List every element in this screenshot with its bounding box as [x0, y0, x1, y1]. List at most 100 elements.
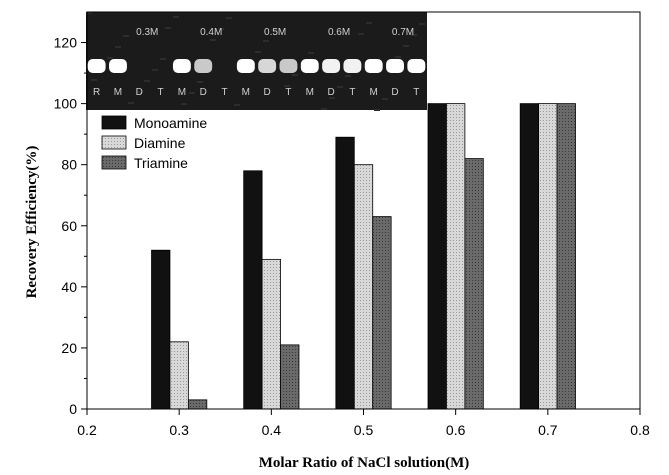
gel-noise: [226, 17, 232, 19]
gel-noise: [358, 33, 364, 35]
gel-band: [236, 59, 255, 73]
legend-label-diamine: Diamine: [134, 135, 186, 151]
gel-lane-label: T: [158, 87, 164, 98]
bar-diamine-0.3: [169, 341, 189, 410]
gel-band: [87, 59, 106, 73]
gel-noise: [128, 102, 134, 104]
bar-monoamine-0.6: [427, 103, 447, 410]
y-tick-label: 40: [61, 279, 77, 295]
bar-triamine-0.7: [556, 103, 576, 410]
gel-noise: [419, 23, 425, 25]
bar-triamine-0.5: [372, 216, 392, 410]
x-tick-label: 0.4: [262, 422, 282, 438]
gel-lane-label: M: [242, 87, 250, 98]
gel-noise: [136, 91, 142, 93]
gel-concentration-label: 0.5M: [264, 27, 286, 38]
x-tick-label: 0.2: [77, 422, 97, 438]
gel-noise: [284, 85, 290, 87]
x-tick-label: 0.3: [169, 422, 189, 438]
x-axis-title: Molar Ratio of NaCl solution(M): [259, 455, 470, 471]
x-tick-label: 0.6: [446, 422, 466, 438]
gel-noise: [382, 98, 388, 100]
gel-noise: [345, 75, 351, 77]
gel-concentration-label: 0.4M: [200, 27, 222, 38]
bar-monoamine-0.3: [151, 249, 171, 410]
bar-triamine-0.3: [187, 399, 208, 410]
gel-lane-label: M: [114, 87, 122, 98]
y-tick-label: 0: [69, 401, 77, 417]
y-tick-label: 60: [61, 218, 77, 234]
gel-noise: [411, 34, 417, 36]
gel-band: [172, 59, 191, 73]
gel-concentration-label: 0.7M: [392, 27, 414, 38]
bar-monoamine-0.4: [243, 170, 263, 410]
gel-noise: [173, 16, 179, 18]
gel-band: [279, 59, 298, 73]
axes-group: 0.2 0.3 0.4 0.5 0.6 0.7 0.8 0 20 40 60 80 100 120: [54, 11, 650, 438]
gel-band: [343, 59, 362, 73]
y-tick-label: 120: [54, 35, 78, 51]
bar-triamine-0.6: [464, 158, 484, 410]
bar-monoamine-0.7: [519, 103, 540, 410]
gel-noise: [189, 92, 195, 94]
bar-monoamine-0.5: [335, 136, 355, 410]
gel-inset-image: R M D T M D T M D T M D T M D T 0.3M 0.4M 0.5M 0.6M 0.7M: [86, 12, 427, 111]
x-tick-label: 0.5: [354, 422, 374, 438]
gel-band: [322, 59, 341, 73]
gel-lane-label: R: [93, 87, 100, 98]
gel-concentration-label: 0.6M: [328, 27, 350, 38]
bar-diamine-0.7: [538, 103, 558, 410]
gel-noise: [218, 28, 224, 30]
gel-noise: [263, 40, 269, 42]
gel-band: [386, 59, 404, 73]
gel-noise: [337, 86, 343, 88]
gel-concentration-label: 0.3M: [136, 27, 158, 38]
gel-noise: [308, 52, 314, 54]
bar-diamine-0.4: [261, 258, 281, 410]
gel-noise: [292, 74, 298, 76]
gel-noise: [234, 104, 240, 106]
gel-lane-label: M: [178, 87, 186, 98]
gel-noise: [123, 35, 129, 37]
gel-noise: [152, 69, 158, 71]
gel-lane-label: T: [349, 87, 355, 98]
bar-diamine-0.5: [353, 164, 374, 410]
gel-lane-label: M: [306, 87, 314, 98]
gel-noise: [107, 57, 113, 59]
gel-noise: [271, 29, 277, 31]
gel-noise: [374, 109, 380, 111]
gel-band: [258, 59, 277, 73]
gel-noise: [160, 58, 166, 60]
gel-noise: [395, 56, 401, 58]
legend: Monoamine Diamine Triamine: [98, 112, 220, 176]
gel-band: [194, 59, 213, 73]
gel-lane-label: M: [370, 87, 378, 98]
gel-noise: [366, 22, 372, 24]
legend-swatch-monoamine: [101, 115, 127, 130]
gel-band: [407, 59, 426, 73]
x-tick-label: 0.7: [538, 422, 558, 438]
gel-band: [300, 59, 319, 73]
gel-noise: [165, 27, 171, 29]
bar-diamine-0.6: [446, 103, 466, 410]
legend-label-monoamine: Monoamine: [134, 115, 207, 131]
gel-lane-label: T: [285, 87, 291, 98]
gel-lane-label: D: [136, 87, 143, 98]
y-tick-label: 80: [61, 157, 77, 173]
gel-lane-label: D: [391, 87, 398, 98]
legend-swatch-triamine: [101, 155, 127, 170]
gel-noise: [329, 97, 335, 99]
gel-noise: [255, 51, 261, 53]
gel-noise: [115, 46, 121, 48]
gel-noise: [197, 81, 203, 83]
gel-lane-label: T: [221, 87, 227, 98]
gel-noise: [144, 80, 150, 82]
gel-noise: [91, 79, 97, 81]
legend-label-triamine: Triamine: [134, 155, 188, 171]
bar-triamine-0.4: [280, 344, 300, 410]
gel-lane-label: D: [200, 87, 207, 98]
y-tick-label: 20: [61, 340, 77, 356]
gel-noise: [403, 45, 409, 47]
gel-lane-label: D: [327, 87, 334, 98]
